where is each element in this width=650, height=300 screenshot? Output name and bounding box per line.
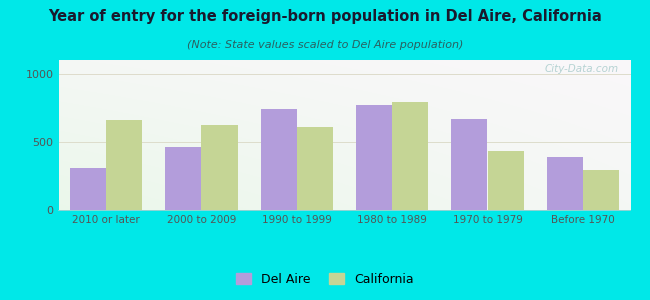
Legend: Del Aire, California: Del Aire, California xyxy=(231,268,419,291)
Text: City-Data.com: City-Data.com xyxy=(545,64,619,74)
Bar xyxy=(583,170,619,210)
Bar xyxy=(392,102,428,210)
Bar xyxy=(451,118,488,210)
Bar xyxy=(165,147,202,210)
Bar xyxy=(261,109,297,210)
Bar xyxy=(488,152,524,210)
Text: Year of entry for the foreign-born population in Del Aire, California: Year of entry for the foreign-born popul… xyxy=(48,9,602,24)
Bar xyxy=(106,120,142,210)
Bar xyxy=(356,105,392,210)
Bar xyxy=(297,127,333,210)
Bar xyxy=(202,125,238,210)
Text: (Note: State values scaled to Del Aire population): (Note: State values scaled to Del Aire p… xyxy=(187,40,463,50)
Bar xyxy=(70,168,106,210)
Bar xyxy=(547,157,583,210)
